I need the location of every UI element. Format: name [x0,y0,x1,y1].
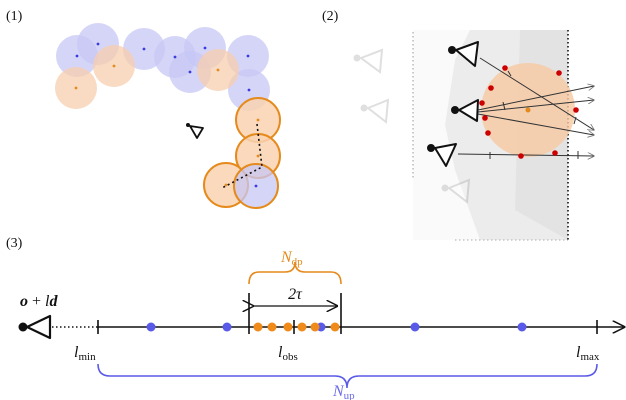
ray-equation: o + ld [20,293,58,310]
lmin-label: lmin [74,344,96,363]
camera-icon [186,123,204,139]
ndp-label: Ndp [280,249,303,268]
panel-label-2: (2) [322,9,339,24]
panel-3-ray: o + ld lmin lobs lmax 2τ Ndp Nup [18,249,625,400]
nup-label: Nup [332,383,355,400]
panel-1-chain [55,23,281,209]
camera-icon [451,99,479,122]
faded-camera-icon [353,48,384,74]
lobs-label: lobs [278,344,298,363]
panel-label-1: (1) [6,9,23,24]
panel-label-3: (3) [6,236,23,251]
lmax-label: lmax [576,344,600,363]
faded-camera-icon [441,178,471,204]
depth-guided-samples [253,322,340,332]
panel-2-reprojection [353,30,595,241]
camera-icon [18,314,52,340]
camera-icon [427,143,457,167]
faded-camera-icon [360,98,390,124]
tau-label: 2τ [288,286,303,303]
depth-sample-points [479,65,579,159]
camera-icon [448,41,479,67]
nup-brace [97,363,598,389]
ndp-brace [248,261,342,285]
